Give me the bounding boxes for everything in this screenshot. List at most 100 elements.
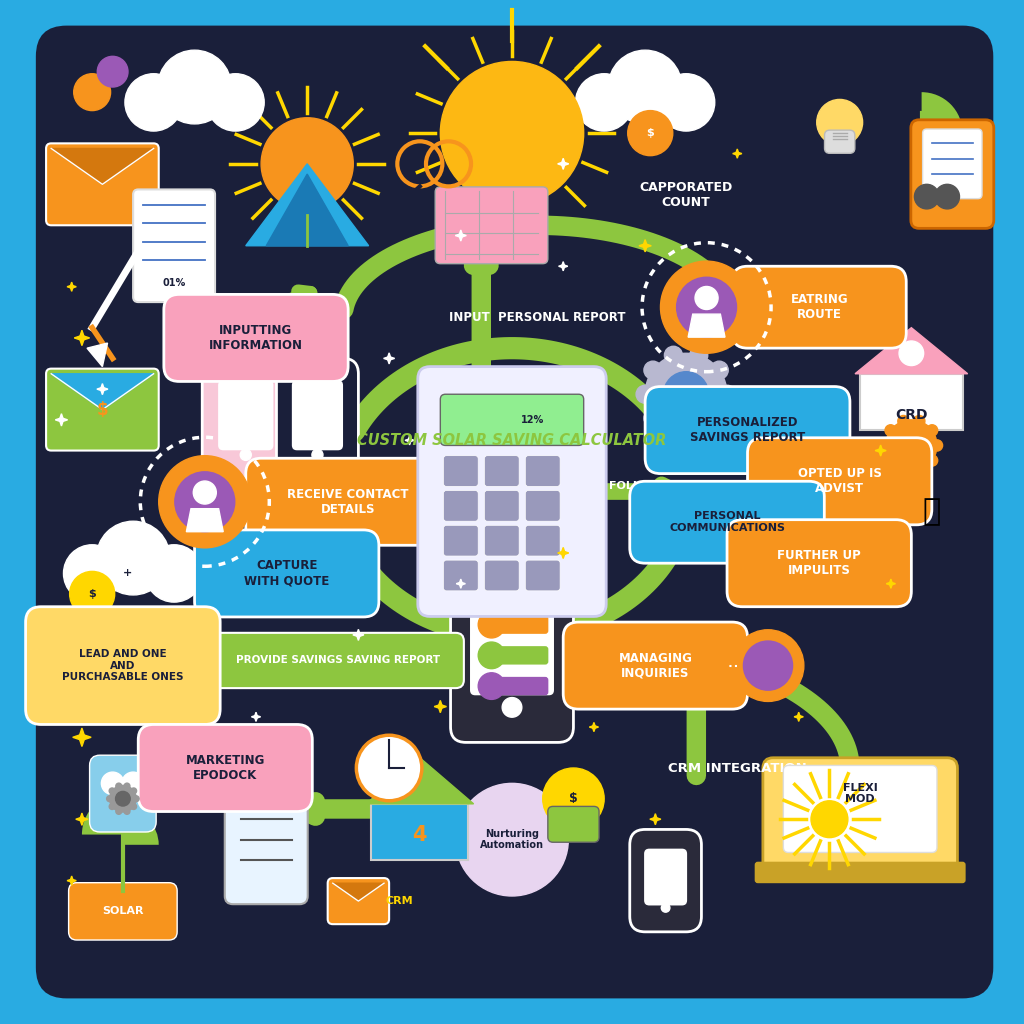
Circle shape <box>131 804 136 810</box>
Circle shape <box>158 50 231 124</box>
Polygon shape <box>51 148 154 184</box>
Circle shape <box>478 611 505 638</box>
Circle shape <box>913 464 925 475</box>
Circle shape <box>885 455 896 466</box>
Circle shape <box>502 697 522 717</box>
FancyBboxPatch shape <box>328 879 389 924</box>
Circle shape <box>662 903 670 912</box>
Circle shape <box>440 61 584 205</box>
Text: COLLECT WITH INFORMATION: COLLECT WITH INFORMATION <box>241 481 425 492</box>
Polygon shape <box>889 580 892 588</box>
FancyBboxPatch shape <box>218 380 273 451</box>
Polygon shape <box>246 164 369 246</box>
Circle shape <box>628 111 673 156</box>
Circle shape <box>898 416 909 427</box>
Circle shape <box>110 787 115 794</box>
Circle shape <box>356 735 422 801</box>
Text: MANAGING
INQUIRIES: MANAGING INQUIRIES <box>618 651 692 680</box>
Text: CAPTURE
WITH QUOTE: CAPTURE WITH QUOTE <box>244 559 330 588</box>
Text: SOLAR: SOLAR <box>102 906 143 916</box>
Polygon shape <box>75 336 90 340</box>
Polygon shape <box>798 713 801 721</box>
Polygon shape <box>561 548 565 558</box>
Polygon shape <box>590 725 598 729</box>
Polygon shape <box>688 314 725 337</box>
Circle shape <box>116 783 122 788</box>
FancyBboxPatch shape <box>630 829 701 932</box>
Text: 🤝: 🤝 <box>923 498 941 526</box>
Circle shape <box>665 424 682 442</box>
FancyBboxPatch shape <box>69 883 177 940</box>
Polygon shape <box>879 445 883 456</box>
FancyBboxPatch shape <box>748 438 932 524</box>
Circle shape <box>133 796 139 802</box>
Circle shape <box>899 341 924 366</box>
Polygon shape <box>68 286 77 289</box>
Polygon shape <box>59 414 63 426</box>
Circle shape <box>110 804 115 810</box>
Polygon shape <box>79 728 85 746</box>
Circle shape <box>124 783 130 788</box>
Circle shape <box>194 481 216 504</box>
FancyBboxPatch shape <box>443 456 478 486</box>
Polygon shape <box>73 734 91 740</box>
Polygon shape <box>653 814 657 824</box>
FancyBboxPatch shape <box>443 490 478 521</box>
Text: PROVIDE SAVINGS SAVING REPORT: PROVIDE SAVINGS SAVING REPORT <box>236 655 440 666</box>
Polygon shape <box>459 230 463 241</box>
FancyBboxPatch shape <box>732 266 906 348</box>
Circle shape <box>608 50 682 124</box>
Circle shape <box>898 464 909 475</box>
Circle shape <box>927 425 938 436</box>
FancyBboxPatch shape <box>484 525 519 556</box>
FancyBboxPatch shape <box>644 849 687 905</box>
FancyBboxPatch shape <box>484 560 519 591</box>
Circle shape <box>478 673 505 699</box>
FancyBboxPatch shape <box>292 380 343 451</box>
Text: 12%: 12% <box>521 415 544 425</box>
Text: $: $ <box>569 793 578 805</box>
Polygon shape <box>384 356 394 360</box>
Circle shape <box>543 768 604 829</box>
Circle shape <box>695 287 718 309</box>
Circle shape <box>131 787 136 794</box>
Text: 01%: 01% <box>163 278 185 288</box>
Circle shape <box>711 361 728 379</box>
Polygon shape <box>55 418 68 422</box>
FancyBboxPatch shape <box>225 796 307 904</box>
Circle shape <box>74 74 111 111</box>
Text: CRD: CRD <box>895 408 928 422</box>
Polygon shape <box>639 244 651 248</box>
Circle shape <box>677 278 736 337</box>
Polygon shape <box>457 582 465 586</box>
Polygon shape <box>152 559 156 567</box>
Polygon shape <box>643 240 647 252</box>
Polygon shape <box>459 580 463 588</box>
Wedge shape <box>123 809 159 845</box>
Polygon shape <box>735 150 738 158</box>
Polygon shape <box>353 633 364 637</box>
Circle shape <box>312 450 323 461</box>
Circle shape <box>63 545 121 602</box>
Text: OPTED UP IS
ADVIST: OPTED UP IS ADVIST <box>798 467 882 496</box>
Polygon shape <box>887 582 895 586</box>
FancyBboxPatch shape <box>525 560 560 591</box>
Polygon shape <box>733 153 741 155</box>
FancyBboxPatch shape <box>451 548 573 742</box>
FancyBboxPatch shape <box>727 520 911 606</box>
Circle shape <box>665 346 682 365</box>
Circle shape <box>811 801 848 838</box>
Circle shape <box>913 416 925 427</box>
Polygon shape <box>150 561 158 565</box>
Circle shape <box>690 424 708 442</box>
Polygon shape <box>266 174 348 246</box>
Text: FOLLOW UP: FOLLOW UP <box>608 481 682 492</box>
Polygon shape <box>795 715 803 719</box>
FancyBboxPatch shape <box>246 459 451 545</box>
Circle shape <box>106 796 113 802</box>
Circle shape <box>932 440 942 451</box>
Circle shape <box>207 74 264 131</box>
FancyBboxPatch shape <box>496 677 549 695</box>
Circle shape <box>690 346 708 365</box>
Circle shape <box>644 361 662 379</box>
